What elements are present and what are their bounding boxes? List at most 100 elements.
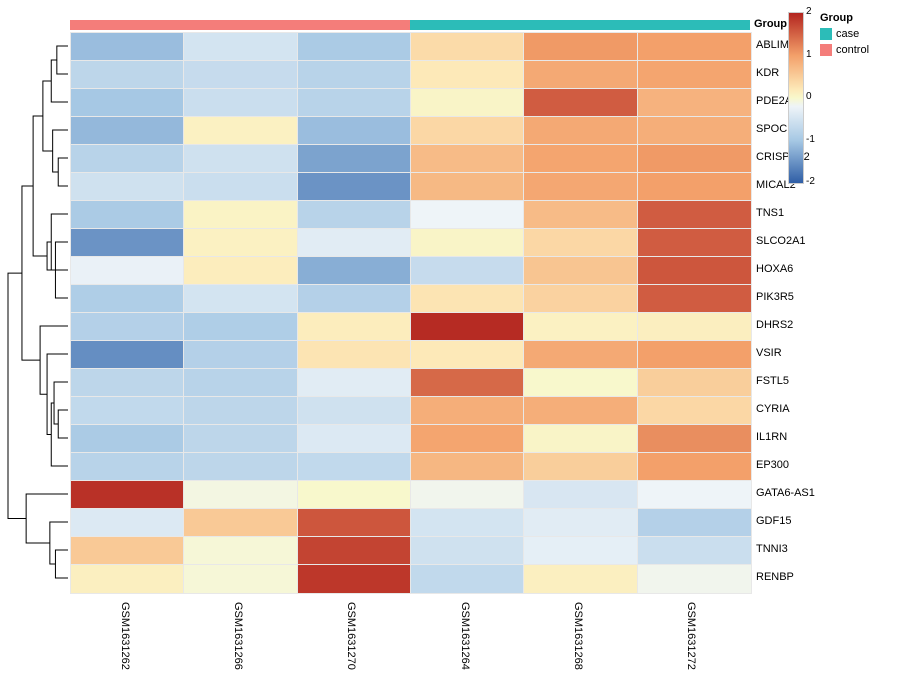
heatmap-cell [70,508,185,538]
legend-label: control [836,44,869,56]
heatmap-cell [183,228,298,258]
heatmap-cell [523,172,638,202]
heatmap-cell [523,564,638,594]
legend-swatch [820,28,832,40]
heatmap-cell [70,284,185,314]
heatmap-cell [70,452,185,482]
heatmap-cell [523,396,638,426]
heatmap-cell [410,312,525,342]
heatmap-cell [410,144,525,174]
legend-label: case [836,28,859,40]
heatmap-cell [637,60,752,90]
heatmap-cell [70,200,185,230]
heatmap-cell [183,480,298,510]
heatmap-cell [297,340,412,370]
heatmap-cell [637,424,752,454]
colorbar-tick: 0 [806,91,812,102]
heatmap-cell [70,116,185,146]
row-label: PIK3R5 [756,291,794,303]
row-label: VSIR [756,347,782,359]
heatmap-cell [183,32,298,62]
heatmap-cell [70,256,185,286]
heatmap-cell [183,116,298,146]
colorbar-tick: 2 [806,6,812,17]
legend-item: control [820,44,869,56]
heatmap-cell [410,172,525,202]
row-label: RENBP [756,571,794,583]
column-label: GSM1631270 [345,602,357,670]
heatmap-cell [70,340,185,370]
heatmap-cell [183,396,298,426]
heatmap-cell [523,284,638,314]
heatmap-cell [637,508,752,538]
heatmap-cell [523,452,638,482]
heatmap-cell [523,228,638,258]
heatmap-cell [410,480,525,510]
row-label: DHRS2 [756,319,793,331]
heatmap-figure: GroupABLIM3KDRPDE2ASPOCK1CRISPLD2MICAL2T… [0,0,900,700]
heatmap-cell [410,508,525,538]
row-label: KDR [756,67,779,79]
heatmap-cell [637,144,752,174]
heatmap-cell [183,564,298,594]
heatmap-cell [410,116,525,146]
heatmap-cell [523,368,638,398]
heatmap-cell [523,256,638,286]
heatmap-cell [297,452,412,482]
row-label: TNS1 [756,207,784,219]
heatmap-cell [183,284,298,314]
heatmap-cell [523,508,638,538]
colorbar-tick: 1 [806,49,812,60]
row-label: EP300 [756,459,789,471]
legend-swatch [820,44,832,56]
column-label: GSM1631264 [459,602,471,670]
heatmap-cell [183,368,298,398]
heatmap-cell [183,536,298,566]
row-label: SLCO2A1 [756,235,806,247]
heatmap-cell [523,312,638,342]
row-label: CYRIA [756,403,790,415]
heatmap-cell [297,88,412,118]
heatmap-cell [70,144,185,174]
heatmap-cell [637,312,752,342]
row-label: FSTL5 [756,375,789,387]
heatmap-cell [410,340,525,370]
heatmap-cell [410,60,525,90]
heatmap-cell [297,284,412,314]
heatmap-cell [523,480,638,510]
heatmap-cell [183,424,298,454]
heatmap-cell [637,172,752,202]
heatmap-cell [70,368,185,398]
heatmap-cell [70,396,185,426]
colorbar-tick: -2 [806,176,815,187]
heatmap-cell [183,312,298,342]
heatmap-cell [637,536,752,566]
heatmap-cell [183,172,298,202]
heatmap-cell [410,32,525,62]
heatmap-cell [637,228,752,258]
heatmap-cell [410,256,525,286]
heatmap-cell [523,88,638,118]
heatmap-cell [70,424,185,454]
heatmap-cell [637,284,752,314]
heatmap-cell [297,368,412,398]
heatmap-cell [70,88,185,118]
column-label: GSM1631266 [232,602,244,670]
heatmap-cell [637,564,752,594]
heatmap-cell [523,116,638,146]
heatmap-cell [637,340,752,370]
column-label: GSM1631262 [119,602,131,670]
colorbar [788,12,804,184]
heatmap-cell [297,312,412,342]
heatmap-cell [297,564,412,594]
heatmap-cell [183,508,298,538]
heatmap-cell [70,60,185,90]
heatmap-cell [410,536,525,566]
heatmap-cell [523,32,638,62]
heatmap-cell [523,536,638,566]
heatmap-cell [523,424,638,454]
heatmap-cell [297,32,412,62]
heatmap-cell [297,508,412,538]
heatmap-cell [70,32,185,62]
heatmap-cell [410,424,525,454]
